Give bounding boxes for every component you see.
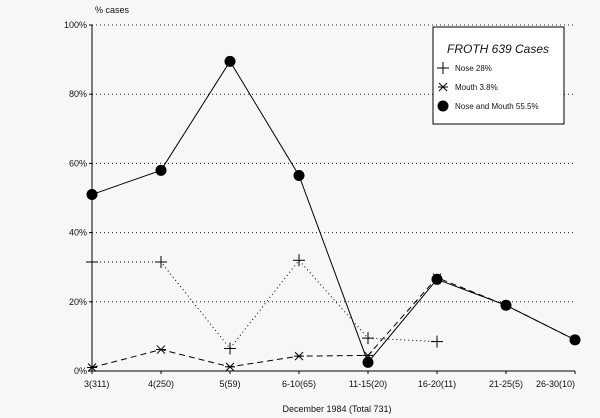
y-tick-label: 20%	[69, 297, 87, 307]
x-tick-label: 3(311)	[84, 379, 109, 389]
data-point	[225, 362, 235, 372]
x-tick-label: 11-15(20)	[349, 379, 387, 389]
data-point	[156, 345, 166, 354]
legend-label: Mouth 3.8%	[455, 83, 498, 92]
legend-marker	[437, 100, 449, 112]
legend-items: Nose 28% Mouth 3.8% Nose and Mouth 55.5%	[437, 62, 539, 112]
series-lines	[86, 55, 581, 372]
data-point	[86, 256, 98, 269]
y-tick-label: 40%	[69, 228, 87, 238]
data-point	[431, 273, 443, 285]
x-tick-label: 16-20(11)	[418, 379, 456, 389]
data-point	[224, 55, 236, 67]
data-point	[87, 363, 97, 372]
data-point	[431, 335, 443, 348]
x-tick-label: 6-10(65)	[282, 379, 316, 389]
series-line	[91, 60, 576, 364]
data-point	[155, 164, 167, 176]
gridlines	[92, 24, 575, 303]
data-point	[362, 356, 374, 368]
series-1	[86, 254, 443, 355]
data-point	[500, 299, 512, 311]
series-line	[92, 259, 438, 350]
legend-title: FROTH 639 Cases	[447, 42, 549, 56]
x-tick-label: 5(59)	[219, 379, 240, 389]
data-point	[362, 332, 374, 345]
y-axis-title: % cases	[95, 5, 130, 15]
data-point	[86, 189, 98, 201]
x-tick-label: 21-25(5)	[489, 379, 523, 389]
data-point	[293, 254, 305, 267]
x-tick-label: 4(250)	[148, 379, 174, 389]
series-3	[86, 55, 581, 368]
tick-labels: 0% 20% 40% 60% 80% 100% 3(311) 4(250) 5(59) 6-10(…	[64, 20, 575, 389]
data-point	[155, 256, 167, 269]
data-point	[293, 170, 305, 182]
legend-item: Nose 28%	[437, 62, 492, 74]
x-tick-label: 26-30(10)	[536, 379, 575, 389]
data-point	[224, 342, 236, 355]
legend-marker	[438, 82, 448, 92]
y-tick-label: 80%	[69, 89, 87, 99]
series-line	[91, 276, 576, 369]
legend-box	[432, 26, 565, 125]
legend-label: Nose and Mouth 55.5%	[455, 102, 539, 111]
x-axis-title: December 1984 (Total 731)	[282, 404, 391, 414]
legend-item: Nose and Mouth 55.5%	[437, 100, 539, 112]
data-point	[569, 334, 581, 346]
y-tick-label: 60%	[69, 158, 87, 168]
y-tick-label: 100%	[64, 20, 87, 30]
legend-label: Nose 28%	[455, 64, 492, 73]
data-point	[294, 351, 304, 361]
legend-marker	[437, 62, 449, 74]
y-tick-label: 0%	[74, 366, 87, 376]
legend-item: Mouth 3.8%	[438, 82, 498, 92]
legend: FROTH 639 Cases Nose 28% Mouth 3.8% Nose a…	[432, 26, 565, 125]
series-2	[87, 273, 580, 372]
